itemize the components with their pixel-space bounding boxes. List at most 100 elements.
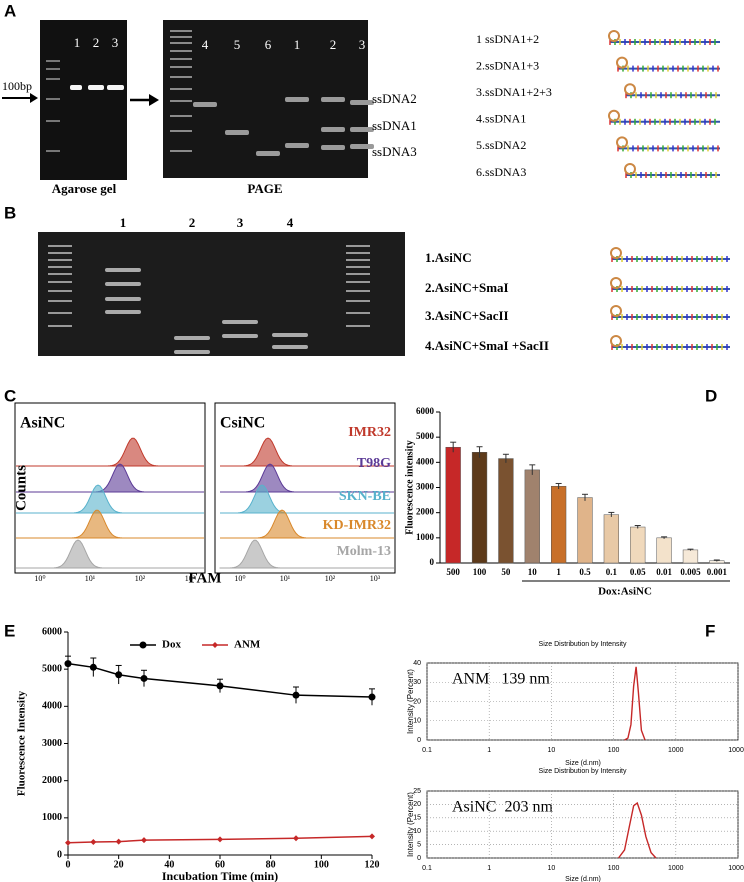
y-tick-label: 4000 bbox=[416, 456, 435, 466]
x-tick-label: 10000 bbox=[728, 865, 744, 872]
y-tick-label: 0 bbox=[417, 855, 421, 862]
panel-label: A bbox=[4, 1, 16, 20]
y-tick-label: 20 bbox=[413, 698, 421, 705]
dna-loop bbox=[616, 136, 628, 149]
y-tick-label: 5000 bbox=[42, 663, 62, 674]
axis-label: Intensity (Percent) bbox=[406, 669, 415, 734]
ladder-band bbox=[346, 252, 370, 254]
ladder-band bbox=[170, 88, 192, 90]
x-tick-label: 120 bbox=[365, 859, 380, 870]
gel-band bbox=[321, 97, 345, 102]
gel-band bbox=[225, 130, 249, 135]
dna-loop bbox=[610, 305, 622, 317]
gel-band bbox=[350, 127, 374, 132]
y-tick-label: 1000 bbox=[416, 532, 435, 542]
x-tick-label: 10¹ bbox=[85, 574, 96, 583]
ladder-band bbox=[48, 312, 72, 314]
gel-band bbox=[105, 282, 141, 286]
series-line bbox=[624, 666, 646, 741]
x-tick-label: 50 bbox=[501, 567, 511, 577]
panel-label: C bbox=[4, 386, 16, 405]
lane-label: 1 bbox=[74, 35, 81, 50]
gel-band bbox=[174, 350, 210, 354]
legend-text: 2.ssDNA1+3 bbox=[476, 58, 539, 72]
legend-text: 3.AsiNC+SacII bbox=[425, 308, 509, 323]
dna-loop bbox=[608, 30, 620, 42]
marker bbox=[140, 674, 148, 682]
y-tick-label: 0 bbox=[417, 737, 421, 744]
y-tick-label: 2000 bbox=[416, 507, 435, 517]
ladder-band bbox=[346, 312, 370, 314]
ladder-band bbox=[346, 325, 370, 327]
marker bbox=[65, 839, 71, 846]
bar bbox=[524, 469, 540, 564]
histogram bbox=[20, 463, 200, 493]
gel-band bbox=[70, 85, 82, 90]
gel-band bbox=[321, 145, 345, 150]
x-tick-label: 10³ bbox=[370, 574, 381, 583]
y-tick-label: 6000 bbox=[42, 626, 62, 637]
x-tick-label: 1000 bbox=[668, 865, 684, 872]
marker bbox=[293, 835, 299, 842]
marker bbox=[115, 671, 123, 679]
ladder-band bbox=[46, 78, 60, 80]
histogram bbox=[20, 509, 200, 539]
gel-band bbox=[105, 310, 141, 314]
annotation: ANM 139 nm bbox=[452, 671, 550, 688]
x-tick-label: 0.1 bbox=[606, 567, 618, 577]
ladder-band bbox=[346, 281, 370, 283]
lane-label: 5 bbox=[234, 37, 241, 52]
gel-band bbox=[105, 268, 141, 272]
x-tick-label: 1 bbox=[487, 865, 491, 872]
x-tick-label: 0.005 bbox=[680, 567, 701, 577]
lane-label: 1 bbox=[294, 37, 301, 52]
panel-label: B bbox=[4, 203, 16, 222]
y-tick-label: 10 bbox=[413, 718, 421, 725]
legend-text: 6.ssDNA3 bbox=[476, 165, 526, 179]
dna-loop bbox=[608, 109, 620, 122]
marker bbox=[89, 663, 97, 671]
lane-label: 4 bbox=[202, 37, 209, 52]
x-tick-label: 10³ bbox=[185, 574, 196, 583]
x-tick-label: 0.5 bbox=[579, 567, 591, 577]
x-tick-label: 10⁰ bbox=[234, 574, 245, 583]
ladder-band bbox=[170, 42, 192, 44]
ladder-band bbox=[46, 150, 60, 152]
series-line bbox=[617, 801, 657, 859]
y-tick-label: 1000 bbox=[42, 812, 62, 823]
panel-title: AsiNC bbox=[20, 415, 65, 432]
lane-label: 3 bbox=[359, 37, 366, 52]
panel-label: F bbox=[705, 621, 715, 640]
gel-band bbox=[88, 85, 104, 90]
x-tick-label: 0.001 bbox=[707, 567, 728, 577]
sample-label: IMR32 bbox=[348, 425, 391, 440]
gel-band bbox=[222, 334, 258, 338]
y-tick-label: 30 bbox=[413, 679, 421, 686]
x-tick-label: 10000 bbox=[728, 747, 744, 754]
y-tick-label: 2000 bbox=[42, 775, 62, 786]
gel-b bbox=[38, 232, 405, 356]
x-tick-label: 500 bbox=[446, 567, 460, 577]
marker bbox=[292, 691, 300, 699]
y-tick-label: 20 bbox=[413, 801, 421, 808]
bar bbox=[577, 497, 593, 564]
ladder-band bbox=[170, 150, 192, 152]
gel-band bbox=[107, 85, 124, 90]
ladder-band bbox=[48, 325, 72, 327]
histogram-frame bbox=[14, 402, 206, 574]
legend-text: 1.AsiNC bbox=[425, 250, 472, 265]
sample-label: Molm-13 bbox=[337, 544, 391, 559]
histogram bbox=[20, 539, 200, 569]
y-tick-label: 0 bbox=[430, 557, 435, 567]
x-tick-label: 10 bbox=[548, 747, 556, 754]
ladder-band bbox=[346, 245, 370, 247]
lane-label: 2 bbox=[189, 215, 196, 230]
x-tick-label: 60 bbox=[215, 859, 225, 870]
legend-label: Dox bbox=[162, 639, 181, 651]
ladder-band bbox=[48, 290, 72, 292]
x-tick-label: 10² bbox=[325, 574, 336, 583]
ladder-band bbox=[346, 300, 370, 302]
gel-band bbox=[105, 297, 141, 301]
x-tick-label: 20 bbox=[114, 859, 124, 870]
ladder-band bbox=[170, 130, 192, 132]
